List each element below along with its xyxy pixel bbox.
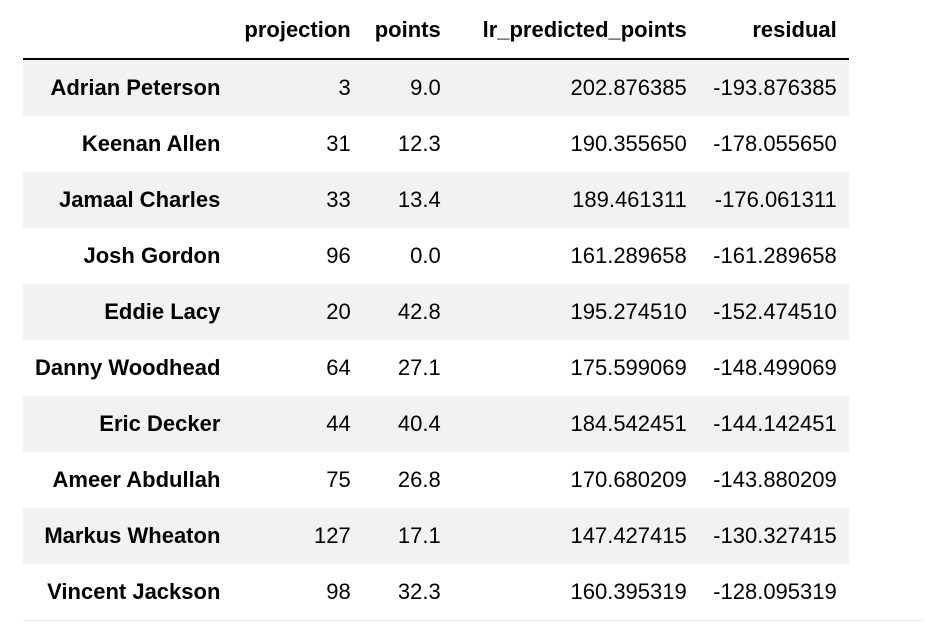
projection-cell: 3: [338, 75, 351, 100]
residual-cell: -144.142451: [713, 411, 837, 436]
residual-cell: -148.499069: [713, 355, 837, 380]
player-name: Eddie Lacy: [104, 299, 221, 324]
residual-header: residual: [752, 17, 837, 42]
points-cell: 9.0: [410, 75, 441, 100]
table-row: Keenan Allen 31 12.3 190.355650 -178.055…: [23, 116, 849, 172]
residual-cell: -128.095319: [713, 579, 837, 604]
player-name: Vincent Jackson: [47, 579, 221, 604]
index-header: [23, 2, 232, 59]
table-row: Adrian Peterson 3 9.0 202.876385 -193.87…: [23, 59, 849, 116]
projection-cell: 33: [326, 187, 351, 212]
player-name: Eric Decker: [99, 411, 221, 436]
projection-cell: 44: [326, 411, 351, 436]
player-name: Ameer Abdullah: [52, 467, 221, 492]
lr-predicted-points-cell: 189.461311: [572, 187, 687, 212]
projection-cell: 98: [326, 579, 351, 604]
header-row: projection points lr_predicted_points re…: [23, 2, 849, 59]
lr-predicted-points-cell: 190.355650: [570, 131, 687, 156]
points-cell: 26.8: [397, 467, 441, 492]
points-cell: 12.3: [397, 131, 441, 156]
projection-header: projection: [244, 17, 351, 42]
table-row: Markus Wheaton 127 17.1 147.427415 -130.…: [23, 508, 849, 564]
lr-predicted-points-cell: 184.542451: [570, 411, 687, 436]
table-row: Eric Decker 44 40.4 184.542451 -144.1424…: [23, 396, 849, 452]
projection-cell: 96: [326, 243, 351, 268]
residual-cell: -143.880209: [713, 467, 837, 492]
player-name: Adrian Peterson: [50, 75, 221, 100]
points-cell: 42.8: [397, 299, 441, 324]
projection-cell: 31: [326, 131, 351, 156]
residual-cell: -193.876385: [713, 75, 837, 100]
table-body: Adrian Peterson 3 9.0 202.876385 -193.87…: [23, 59, 849, 620]
points-header: points: [374, 17, 441, 42]
lr-predicted-points-header: lr_predicted_points: [482, 17, 687, 42]
points-cell: 27.1: [397, 355, 441, 380]
player-name: Josh Gordon: [83, 243, 221, 268]
residual-cell: -176.061311: [714, 187, 837, 212]
table-row: Danny Woodhead 64 27.1 175.599069 -148.4…: [23, 340, 849, 396]
bottom-divider: [23, 620, 923, 621]
lr-predicted-points-cell: 161.289658: [570, 243, 687, 268]
projection-cell: 127: [314, 523, 351, 548]
points-cell: 32.3: [397, 579, 441, 604]
residual-cell: -152.474510: [713, 299, 837, 324]
points-cell: 0.0: [410, 243, 441, 268]
player-name: Jamaal Charles: [58, 187, 221, 212]
table-row: Jamaal Charles 33 13.4 189.461311 -176.0…: [23, 172, 849, 228]
residual-cell: -178.055650: [713, 131, 837, 156]
points-cell: 17.1: [397, 523, 441, 548]
residual-cell: -130.327415: [713, 523, 837, 548]
lr-predicted-points-cell: 195.274510: [570, 299, 687, 324]
lr-predicted-points-cell: 160.395319: [570, 579, 687, 604]
projection-cell: 64: [326, 355, 351, 380]
residual-cell: -161.289658: [713, 243, 837, 268]
table-row: Eddie Lacy 20 42.8 195.274510 -152.47451…: [23, 284, 849, 340]
player-name: Danny Woodhead: [35, 355, 221, 380]
projection-cell: 75: [326, 467, 351, 492]
lr-predicted-points-cell: 175.599069: [570, 355, 687, 380]
lr-predicted-points-cell: 147.427415: [570, 523, 687, 548]
dataframe-table: projection points lr_predicted_points re…: [23, 2, 849, 620]
player-name: Markus Wheaton: [44, 523, 221, 548]
table-header: projection points lr_predicted_points re…: [23, 2, 849, 59]
lr-predicted-points-cell: 170.680209: [570, 467, 687, 492]
player-name: Keenan Allen: [81, 131, 221, 156]
points-cell: 13.4: [397, 187, 441, 212]
points-cell: 40.4: [397, 411, 441, 436]
table-row: Vincent Jackson 98 32.3 160.395319 -128.…: [23, 564, 849, 620]
table-row: Ameer Abdullah 75 26.8 170.680209 -143.8…: [23, 452, 849, 508]
table-row: Josh Gordon 96 0.0 161.289658 -161.28965…: [23, 228, 849, 284]
projection-cell: 20: [326, 299, 351, 324]
lr-predicted-points-cell: 202.876385: [570, 75, 687, 100]
